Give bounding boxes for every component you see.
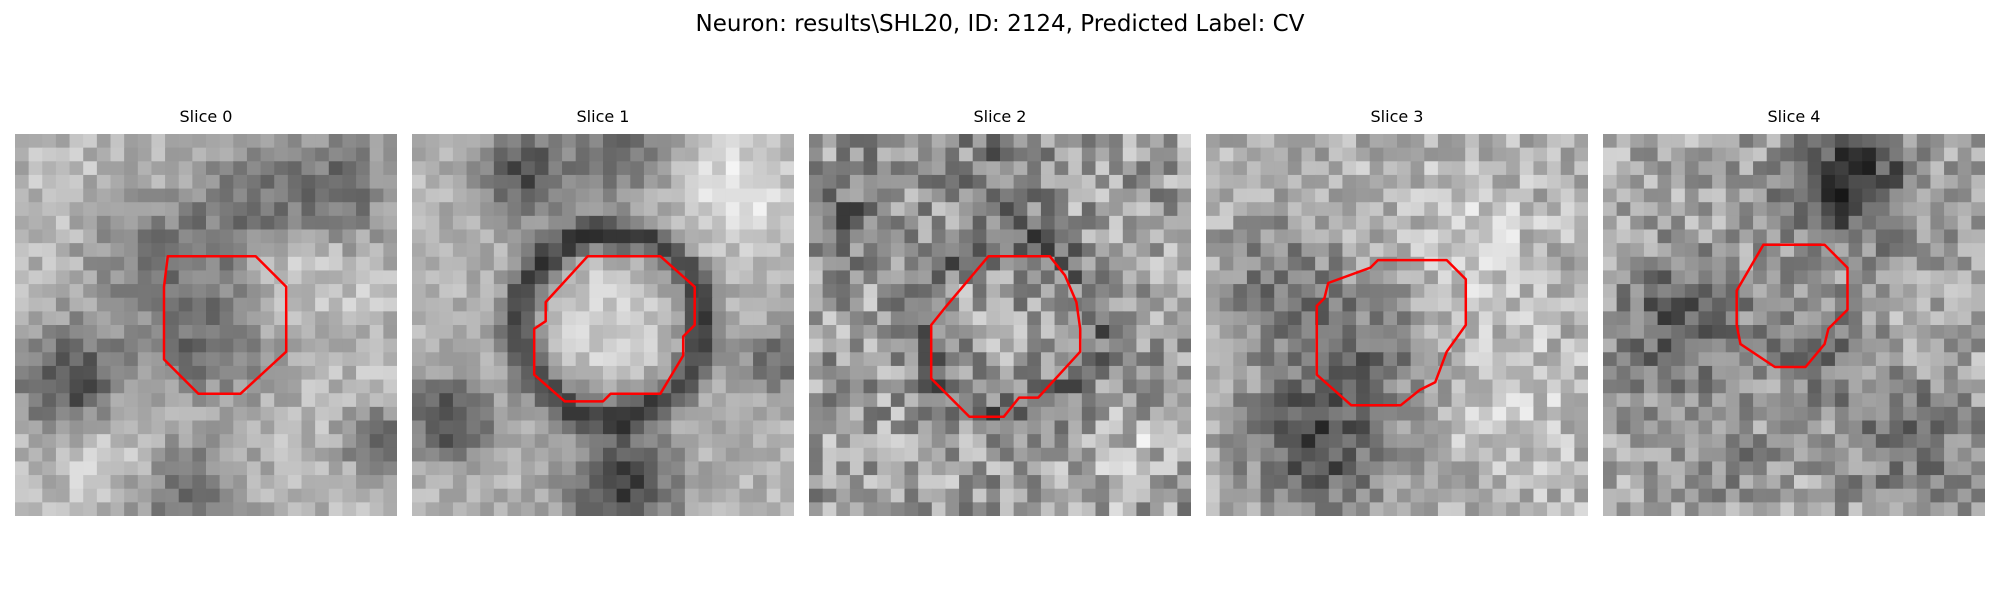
roi-contour [1315,258,1468,407]
slice-image [412,134,794,516]
slice-image [809,134,1191,516]
roi-contour [162,254,288,396]
slice-image [15,134,397,516]
roi-contour [929,254,1082,418]
slice-image [1603,134,1985,516]
slice-title: Slice 2 [973,107,1027,126]
roi-contour [532,254,696,403]
slice-image [1206,134,1588,516]
roi-contour [1735,243,1849,369]
figure-title: Neuron: results\SHL20, ID: 2124, Predict… [695,11,1305,37]
slice-title: Slice 3 [1370,107,1424,126]
slice-title: Slice 1 [576,107,630,126]
slice-title: Slice 0 [179,107,233,126]
slice-title: Slice 4 [1767,107,1821,126]
